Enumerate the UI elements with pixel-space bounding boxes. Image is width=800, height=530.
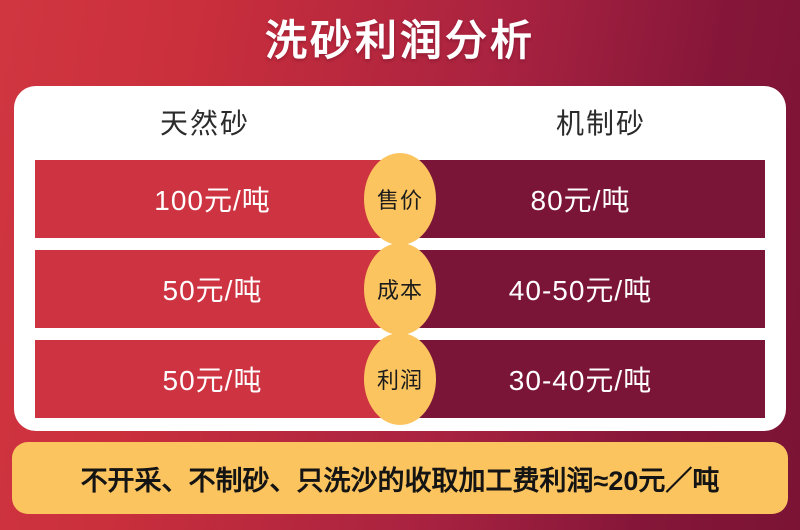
table-row: 50元/吨 40-50元/吨 成本: [35, 243, 765, 335]
cell-natural-cost: 50元/吨: [35, 250, 400, 328]
cell-manufactured-cost: 40-50元/吨: [400, 250, 765, 328]
table-row: 50元/吨 30-40元/吨 利润: [35, 333, 765, 425]
value-text: 40-50元/吨: [508, 275, 653, 306]
row-badge-cost: 成本: [364, 243, 436, 335]
comparison-rows: 100元/吨 80元/吨 售价 50元/吨 40-50元/吨 成本 50元/吨: [35, 153, 765, 425]
value-text: 80元/吨: [530, 185, 631, 216]
value-text: 30-40元/吨: [508, 365, 653, 396]
column-header-natural-sand: 天然砂: [159, 108, 250, 139]
value-text: 100元/吨: [154, 185, 271, 216]
cell-natural-price: 100元/吨: [35, 160, 400, 238]
row-badge-profit: 利润: [364, 333, 436, 425]
column-headers: 天然砂 机制砂: [14, 104, 786, 154]
footer-banner: 不开采、不制砂、只洗沙的收取加工费利润≈20元／吨: [12, 442, 788, 514]
table-row: 100元/吨 80元/吨 售价: [35, 153, 765, 245]
value-text: 50元/吨: [162, 275, 263, 306]
comparison-card: 天然砂 机制砂 100元/吨 80元/吨 售价 50元/吨 40-50元/吨: [14, 86, 786, 431]
cell-manufactured-profit: 30-40元/吨: [400, 340, 765, 418]
cell-manufactured-price: 80元/吨: [400, 160, 765, 238]
value-text: 50元/吨: [162, 365, 263, 396]
page-title: 洗砂利润分析: [264, 17, 535, 64]
column-header-manufactured-sand: 机制砂: [555, 108, 646, 139]
footer-text: 不开采、不制砂、只洗沙的收取加工费利润≈20元／吨: [80, 465, 720, 496]
row-badge-selling-price: 售价: [364, 153, 436, 245]
cell-natural-profit: 50元/吨: [35, 340, 400, 418]
